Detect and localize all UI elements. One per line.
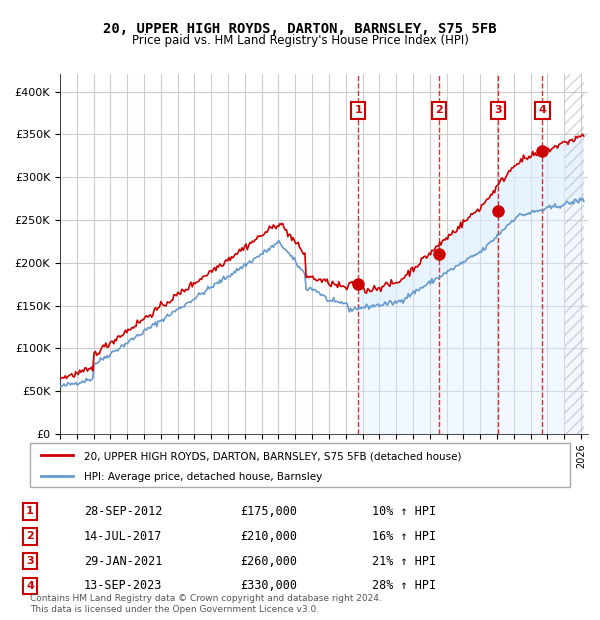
Text: 14-JUL-2017: 14-JUL-2017 <box>84 530 163 542</box>
Text: 29-JAN-2021: 29-JAN-2021 <box>84 555 163 567</box>
Text: Price paid vs. HM Land Registry's House Price Index (HPI): Price paid vs. HM Land Registry's House … <box>131 34 469 47</box>
Text: 20, UPPER HIGH ROYDS, DARTON, BARNSLEY, S75 5FB: 20, UPPER HIGH ROYDS, DARTON, BARNSLEY, … <box>103 22 497 36</box>
Text: 10% ↑ HPI: 10% ↑ HPI <box>372 505 436 518</box>
Text: £175,000: £175,000 <box>240 505 297 518</box>
Text: £260,000: £260,000 <box>240 555 297 567</box>
Text: 21% ↑ HPI: 21% ↑ HPI <box>372 555 436 567</box>
Text: 1: 1 <box>355 105 362 115</box>
Text: 4: 4 <box>538 105 546 115</box>
Text: £210,000: £210,000 <box>240 530 297 542</box>
Text: 4: 4 <box>26 581 34 591</box>
Text: 2: 2 <box>26 531 34 541</box>
Text: 28% ↑ HPI: 28% ↑ HPI <box>372 580 436 592</box>
Text: 13-SEP-2023: 13-SEP-2023 <box>84 580 163 592</box>
Text: £330,000: £330,000 <box>240 580 297 592</box>
Text: 3: 3 <box>494 105 502 115</box>
Text: 28-SEP-2012: 28-SEP-2012 <box>84 505 163 518</box>
Text: 16% ↑ HPI: 16% ↑ HPI <box>372 530 436 542</box>
Text: 20, UPPER HIGH ROYDS, DARTON, BARNSLEY, S75 5FB (detached house): 20, UPPER HIGH ROYDS, DARTON, BARNSLEY, … <box>84 451 461 461</box>
FancyBboxPatch shape <box>30 443 570 487</box>
Text: 1: 1 <box>26 507 34 516</box>
Text: 2: 2 <box>435 105 443 115</box>
Text: 3: 3 <box>26 556 34 566</box>
Text: HPI: Average price, detached house, Barnsley: HPI: Average price, detached house, Barn… <box>84 472 322 482</box>
Text: Contains HM Land Registry data © Crown copyright and database right 2024.
This d: Contains HM Land Registry data © Crown c… <box>30 595 382 614</box>
